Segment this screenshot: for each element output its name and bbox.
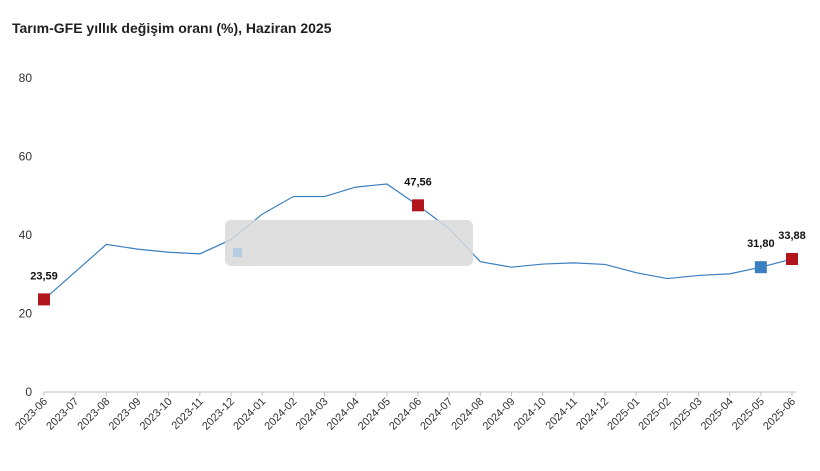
- x-tick-label: 2024-05: [356, 396, 393, 433]
- highlight-marker[interactable]: [754, 261, 767, 274]
- tooltip-box: [225, 220, 473, 266]
- data-label: 31,80: [747, 238, 775, 250]
- x-tick-label: 2024-08: [449, 396, 486, 433]
- data-label: 47,56: [404, 176, 432, 188]
- x-tick-label: 2024-03: [294, 396, 331, 433]
- y-tick-label: 0: [25, 385, 32, 399]
- x-tick-label: 2024-07: [418, 396, 455, 433]
- x-tick-label: 2025-02: [636, 396, 673, 433]
- x-tick-label: 2023-07: [44, 396, 81, 433]
- x-tick-label: 2024-04: [325, 396, 362, 433]
- hover-tooltip: [225, 220, 473, 266]
- y-axis-ticks: 0 20 40 60 80: [19, 71, 33, 399]
- x-tick-label: 2024-10: [512, 396, 549, 433]
- x-tick-label: 2024-12: [574, 396, 611, 433]
- x-tick-label: 2023-08: [75, 396, 112, 433]
- y-tick-label: 20: [19, 307, 33, 321]
- data-label: 23,59: [30, 270, 58, 282]
- x-tick-label: 2023-10: [138, 396, 175, 433]
- x-tick-label: 2024-02: [262, 396, 299, 433]
- highlight-marker[interactable]: [38, 293, 50, 306]
- x-tick-label: 2023-09: [107, 396, 144, 433]
- x-tick-label: 2023-11: [169, 396, 205, 432]
- x-tick-label: 2025-01: [605, 396, 642, 433]
- y-tick-label: 80: [19, 71, 33, 85]
- x-tick-label: 2025-05: [730, 396, 767, 433]
- x-tick-label: 2024-11: [543, 396, 579, 432]
- x-tick-label: 2024-01: [231, 396, 268, 433]
- data-label: 33,88: [778, 230, 806, 242]
- highlight-marker[interactable]: [412, 199, 424, 212]
- x-tick-label: 2025-06: [761, 396, 798, 433]
- x-tick-label: 2024-09: [481, 396, 518, 433]
- highlight-marker[interactable]: [786, 253, 798, 266]
- y-tick-label: 60: [19, 150, 33, 164]
- tooltip-swatch: [233, 248, 242, 257]
- x-tick-label: 2025-03: [668, 396, 705, 433]
- x-axis-ticks: 2023-062023-072023-082023-092023-102023-…: [13, 392, 798, 433]
- chart-title: Tarım-GFE yıllık değişim oranı (%), Hazi…: [12, 20, 332, 36]
- x-tick-label: 2023-06: [13, 396, 50, 433]
- y-tick-label: 40: [19, 228, 33, 242]
- x-tick-label: 2025-04: [699, 396, 736, 433]
- x-tick-label: 2023-12: [200, 396, 237, 433]
- highlight-markers: [38, 199, 798, 306]
- x-tick-label: 2024-06: [387, 396, 424, 433]
